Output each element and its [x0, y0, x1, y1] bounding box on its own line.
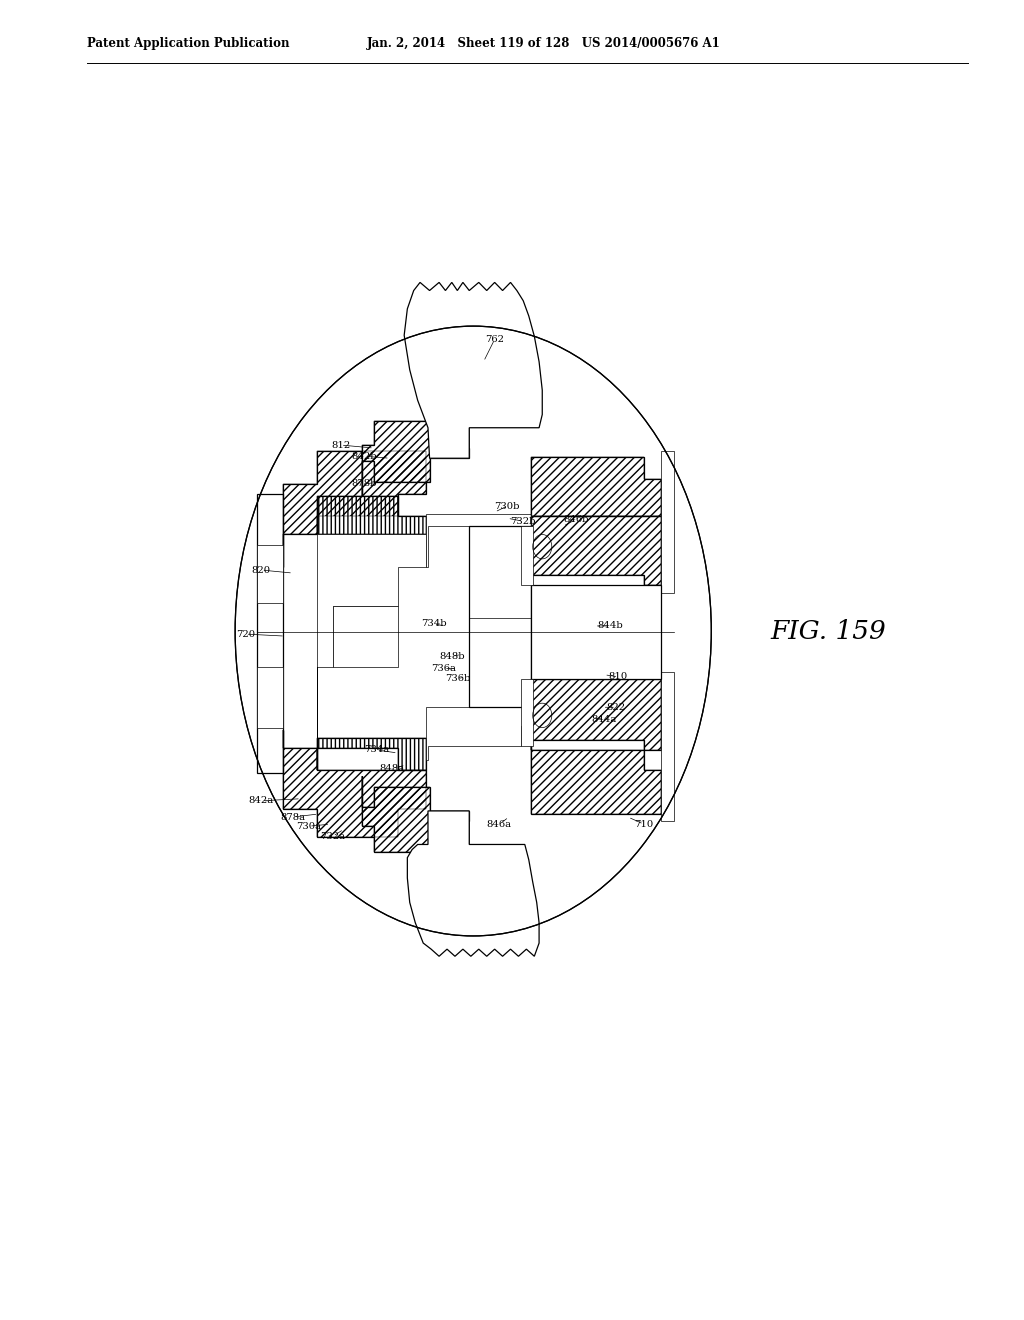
- Polygon shape: [257, 667, 283, 727]
- Text: 734b: 734b: [421, 619, 446, 628]
- Text: 848a: 848a: [380, 764, 404, 772]
- Text: 730a: 730a: [296, 821, 322, 830]
- Text: 846b: 846b: [563, 515, 589, 524]
- Polygon shape: [426, 708, 531, 760]
- Text: 878a: 878a: [281, 813, 305, 821]
- Text: 878b: 878b: [351, 479, 377, 488]
- Polygon shape: [662, 451, 674, 594]
- Polygon shape: [362, 776, 469, 851]
- Polygon shape: [283, 730, 426, 837]
- Polygon shape: [521, 678, 532, 746]
- Polygon shape: [521, 527, 532, 585]
- Text: 732a: 732a: [321, 832, 345, 841]
- Polygon shape: [257, 494, 283, 774]
- Text: 734a: 734a: [364, 746, 389, 755]
- Text: Jan. 2, 2014   Sheet 119 of 128   US 2014/0005676 A1: Jan. 2, 2014 Sheet 119 of 128 US 2014/00…: [367, 37, 720, 50]
- Text: FIG. 159: FIG. 159: [771, 619, 887, 644]
- Text: 844a: 844a: [592, 715, 616, 723]
- Text: 732b: 732b: [510, 516, 536, 525]
- Text: 710: 710: [634, 820, 653, 829]
- Polygon shape: [257, 545, 283, 602]
- Text: 842a: 842a: [249, 796, 274, 805]
- Polygon shape: [469, 527, 531, 708]
- Text: 736b: 736b: [444, 675, 470, 684]
- Text: 736a: 736a: [431, 664, 457, 673]
- Polygon shape: [531, 516, 662, 585]
- Polygon shape: [316, 738, 426, 771]
- Polygon shape: [426, 515, 531, 568]
- Polygon shape: [662, 672, 674, 821]
- Text: 810: 810: [609, 672, 628, 681]
- Text: 812: 812: [331, 441, 350, 450]
- Polygon shape: [430, 428, 469, 458]
- Polygon shape: [531, 585, 662, 678]
- Text: 820: 820: [252, 565, 271, 574]
- Text: 842b: 842b: [351, 451, 377, 461]
- Polygon shape: [531, 457, 662, 516]
- Polygon shape: [404, 282, 543, 458]
- Text: 730b: 730b: [495, 502, 520, 511]
- Polygon shape: [362, 421, 469, 496]
- Text: Patent Application Publication: Patent Application Publication: [87, 37, 290, 50]
- Polygon shape: [531, 678, 662, 750]
- Text: 848b: 848b: [439, 652, 465, 661]
- Text: 720: 720: [236, 630, 255, 639]
- Polygon shape: [430, 810, 469, 845]
- Text: 762: 762: [485, 335, 504, 343]
- Polygon shape: [408, 810, 539, 956]
- Text: 846a: 846a: [486, 820, 512, 829]
- Polygon shape: [316, 496, 426, 535]
- Polygon shape: [531, 750, 662, 814]
- Text: 844b: 844b: [598, 622, 624, 631]
- Text: 822: 822: [606, 702, 626, 711]
- Polygon shape: [333, 606, 397, 667]
- Polygon shape: [283, 451, 426, 568]
- Polygon shape: [316, 535, 426, 738]
